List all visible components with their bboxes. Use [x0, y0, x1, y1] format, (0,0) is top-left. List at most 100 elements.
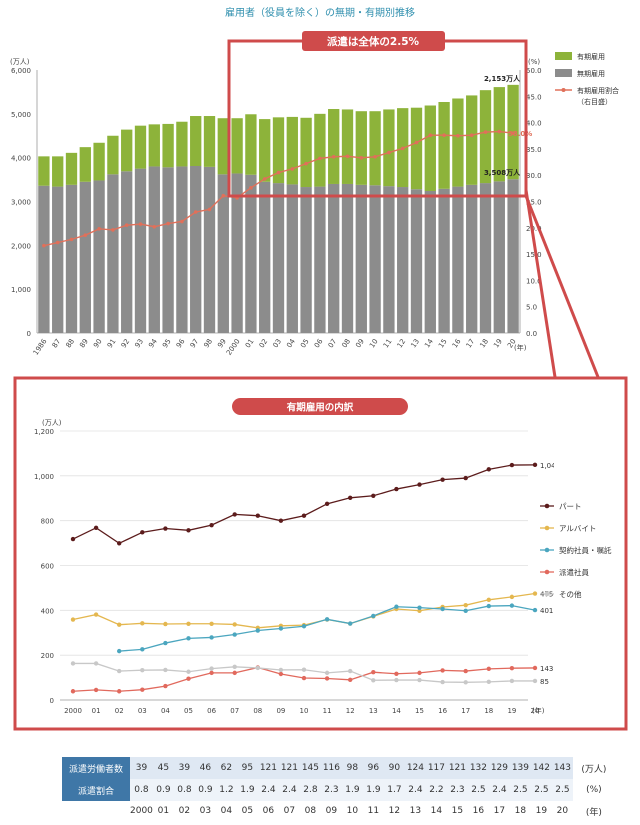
- bar-yukei: [203, 116, 216, 167]
- series-line: [119, 604, 536, 652]
- table-cell: 15: [446, 801, 468, 821]
- series-point: [394, 486, 399, 492]
- series-point: [324, 617, 330, 622]
- x-tick-label: 15: [437, 338, 449, 350]
- table-cell: 09: [320, 801, 342, 821]
- dispatch-worker-table: 派遣労働者数 39 45 39 46 62 95 121 121 145 116 98 96 90 124…: [62, 757, 615, 821]
- ratio-point: [414, 140, 419, 145]
- y-tick-label: 0: [27, 330, 31, 338]
- table-cell: 2.4: [488, 779, 510, 801]
- table-cell: 132: [467, 757, 489, 779]
- series-point: [463, 608, 468, 613]
- x-tick-label: 20: [506, 338, 518, 350]
- table-cell: 2.3: [446, 779, 468, 801]
- y-tick-label: 1,000: [11, 286, 31, 294]
- x-tick-label: 02: [258, 338, 270, 350]
- series-point: [301, 667, 307, 672]
- series-point: [301, 624, 307, 629]
- x-axis-unit: (年): [532, 706, 545, 715]
- series-point: [440, 668, 445, 673]
- series-point: [486, 666, 491, 672]
- series-point: [324, 670, 330, 676]
- ratio-point: [221, 193, 226, 198]
- table-cell: 2000: [130, 801, 153, 821]
- bar-mukei: [65, 184, 78, 333]
- ratio-point: [304, 161, 308, 166]
- bar-mukei: [231, 173, 243, 333]
- table-cell: 2.4: [257, 779, 279, 801]
- annotation-ratio: 38.0%: [508, 130, 532, 138]
- legend-swatch: [555, 52, 572, 60]
- series-point: [532, 462, 538, 468]
- legend-marker: [544, 547, 550, 553]
- x-axis-unit: (年): [514, 343, 527, 352]
- series-point: [140, 621, 145, 626]
- ratio-point: [456, 133, 460, 138]
- series-point: [186, 676, 191, 681]
- series-point: [440, 477, 445, 482]
- series-point: [417, 670, 422, 676]
- bar-yukei: [121, 129, 133, 172]
- table-cell: 20: [551, 801, 573, 821]
- x-tick-label: 04: [285, 337, 297, 349]
- table-cell: 39: [130, 757, 153, 779]
- bar-yukei: [341, 109, 354, 184]
- series-point: [232, 512, 237, 517]
- bar-mukei: [383, 186, 395, 333]
- bar-mukei: [134, 168, 147, 333]
- table-cell: 14: [425, 801, 447, 821]
- table-cell: 116: [320, 757, 342, 779]
- chart-title: 雇用者（役員を除く）の無期・有期別推移: [225, 6, 415, 19]
- x-tick-label: 10: [368, 338, 380, 350]
- ratio-point: [138, 222, 143, 226]
- y-tick-label: 6,000: [11, 67, 31, 75]
- table-cell: 16: [467, 801, 489, 821]
- legend-marker: [544, 569, 550, 575]
- x-tick-label: 12: [396, 338, 408, 350]
- y-tick-label: 600: [41, 563, 54, 571]
- table-cell: 1.2: [215, 779, 237, 801]
- x-tick-label: 17: [461, 707, 470, 715]
- table-cell: 1.9: [341, 779, 363, 801]
- legend-label: 契約社員・嘱託: [559, 545, 612, 555]
- table-cell: 2.8: [299, 779, 321, 801]
- bar-yukei: [259, 119, 271, 182]
- series-point: [255, 513, 260, 518]
- legend-label: 有期雇用割合: [577, 86, 619, 95]
- bar-mukei: [162, 167, 174, 333]
- x-tick-label: 10: [300, 707, 309, 715]
- bar-mukei: [479, 183, 492, 333]
- x-tick-label: 87: [51, 338, 63, 350]
- y-axis-unit: (万人): [10, 58, 30, 66]
- series-point: [486, 467, 491, 472]
- series-point: [486, 597, 491, 602]
- series-point: [232, 670, 237, 676]
- dispatch-ratio-row: 派遣割合 0.8 0.9 0.8 0.9 1.2 1.9 2.4 2.4 2.8 2.3 1.9 1.…: [62, 779, 615, 801]
- bar-yukei: [424, 105, 436, 191]
- bar-mukei: [245, 174, 257, 333]
- table-cell: 01: [152, 801, 174, 821]
- series-point: [440, 679, 445, 685]
- x-tick-label: 17: [465, 338, 477, 350]
- bar-yukei: [438, 101, 450, 189]
- y-tick-label: 0: [50, 697, 54, 705]
- x-tick-label: 02: [115, 707, 124, 715]
- table-cell: 18: [509, 801, 531, 821]
- x-tick-label: 01: [244, 338, 256, 350]
- series-point: [394, 677, 399, 683]
- x-tick-label: 89: [78, 338, 90, 350]
- table-cell: 03: [194, 801, 216, 821]
- series-point: [417, 608, 422, 613]
- series-point: [186, 528, 191, 533]
- bar-yukei: [383, 109, 395, 187]
- bar-yukei: [452, 98, 464, 187]
- x-tick-label: 06: [313, 337, 325, 349]
- series-point: [486, 679, 491, 685]
- bar-yukei: [231, 118, 243, 174]
- bar-yukei: [493, 87, 505, 182]
- table-cell: 1.9: [362, 779, 384, 801]
- table-cell: 11: [362, 801, 384, 821]
- series-point: [509, 665, 515, 671]
- x-tick-label: 98: [202, 338, 214, 350]
- bar-yukei: [286, 116, 298, 185]
